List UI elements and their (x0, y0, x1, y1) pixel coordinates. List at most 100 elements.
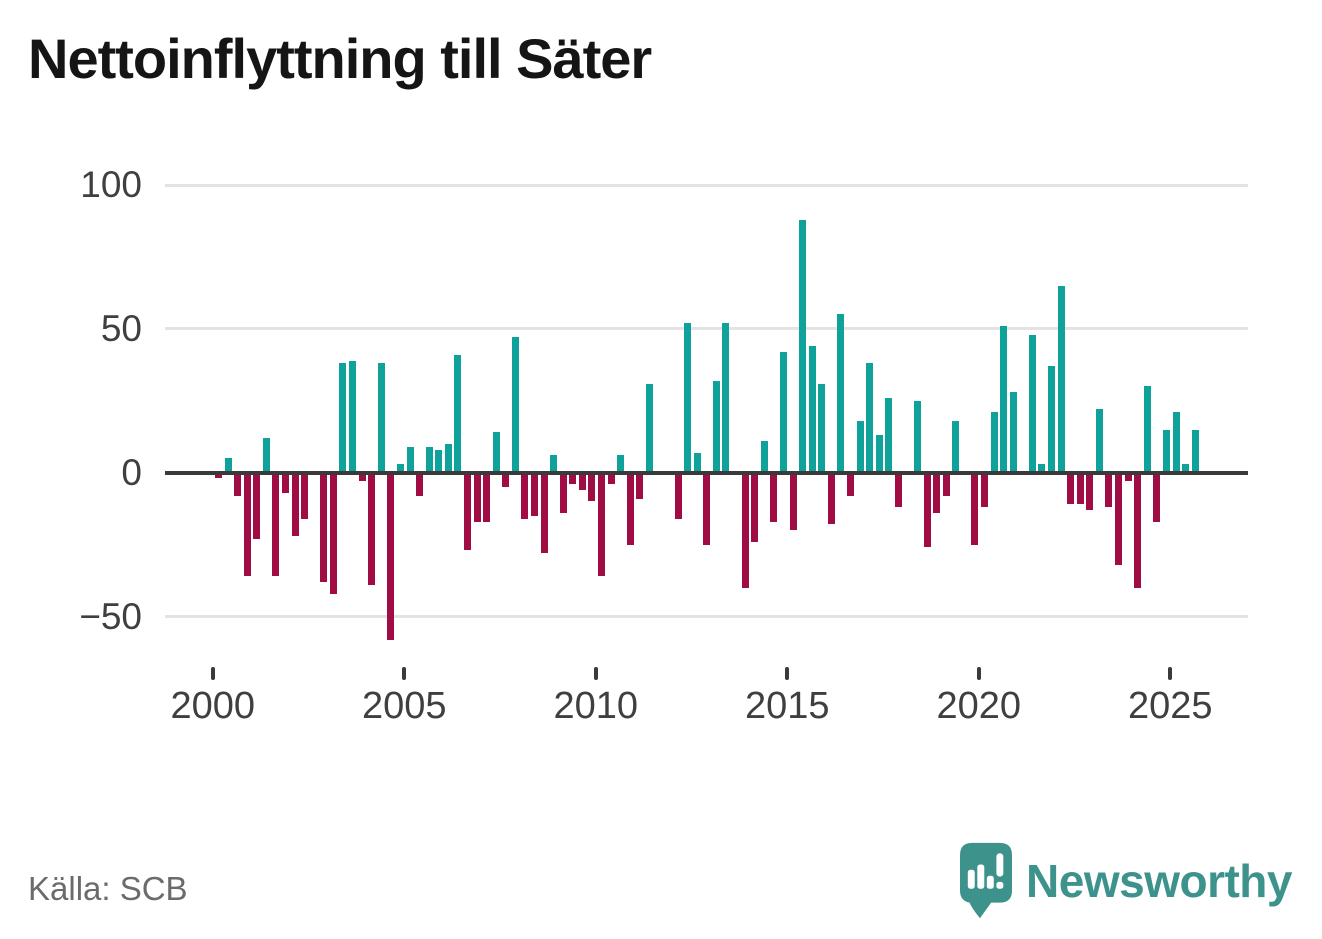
bar-2001-q3 (272, 472, 280, 577)
bar-2001-q1 (253, 472, 261, 539)
bar-2018-q2 (913, 400, 921, 473)
bar-2010-q3 (617, 455, 625, 473)
bar-2016-q1 (827, 472, 835, 525)
bar-2004-q3 (387, 472, 395, 640)
bar-2015-q3 (808, 346, 816, 473)
bar-2009-q1 (559, 472, 567, 513)
bar-2005-q4 (435, 449, 443, 473)
x-tick-2025 (1168, 667, 1173, 680)
x-tick-label-2010: 2010 (553, 685, 639, 727)
bar-2008-q2 (530, 472, 538, 516)
bar-2020-q4 (1009, 392, 1017, 473)
bar-2023-q3 (1115, 472, 1123, 565)
bar-2012-q4 (703, 472, 711, 545)
bar-2024-q4 (1162, 429, 1170, 473)
bar-2017-q1 (866, 363, 874, 473)
bar-2013-q2 (722, 323, 730, 473)
bar-2008-q4 (550, 455, 558, 473)
bar-2012-q1 (674, 472, 682, 519)
bar-2009-q2 (569, 472, 577, 485)
bar-2011-q2 (645, 383, 653, 473)
bar-2011-q1 (636, 472, 644, 499)
bar-2009-q3 (578, 472, 586, 490)
bar-2025-q3 (1191, 429, 1199, 473)
bar-2017-q4 (894, 472, 902, 508)
bar-2010-q1 (598, 472, 605, 577)
bar-2000-q4 (243, 472, 251, 577)
bar-2020-q3 (1000, 325, 1008, 473)
bar-2019-q4 (971, 472, 979, 545)
bar-2018-q4 (933, 472, 941, 513)
gridline-100 (165, 183, 1248, 187)
bar-2024-q2 (1143, 386, 1151, 473)
x-tick-2000 (210, 667, 215, 680)
bar-2009-q4 (588, 472, 596, 502)
bar-2014-q2 (760, 441, 768, 473)
bar-2006-q4 (473, 472, 481, 522)
bar-2014-q1 (751, 472, 759, 542)
bar-2021-q2 (1028, 334, 1036, 473)
bar-2008-q3 (540, 472, 548, 554)
source-note: Källa: SCB (28, 870, 188, 907)
bar-2010-q2 (607, 472, 615, 485)
bar-2018-q3 (923, 472, 931, 548)
y-tick-label-50: 50 (100, 307, 142, 349)
bar-2000-q2 (224, 458, 232, 473)
bar-2021-q4 (1048, 366, 1056, 473)
bar-2022-q2 (1067, 472, 1075, 505)
zero-axis-line (165, 470, 1248, 475)
bar-2003-q4 (358, 472, 366, 482)
bar-2002-q4 (320, 472, 328, 583)
page-title: Nettoinflyttning till Säter (28, 27, 652, 90)
bar-2020-q1 (981, 472, 988, 508)
bar-2007-q2 (492, 432, 500, 473)
bar-2024-q1 (1134, 472, 1142, 588)
y-tick-label--50: −50 (79, 595, 142, 637)
bar-2022-q4 (1086, 472, 1094, 511)
bar-2022-q1 (1057, 285, 1065, 473)
bar-2003-q1 (329, 472, 337, 594)
y-tick-label-0: 0 (121, 451, 142, 493)
x-tick-label-2020: 2020 (936, 685, 1022, 727)
bar-2016-q2 (837, 314, 845, 473)
bar-2006-q3 (463, 472, 471, 551)
bar-2014-q4 (779, 351, 787, 473)
bar-2013-q4 (741, 472, 749, 588)
y-tick-label-100: 100 (80, 164, 142, 205)
bar-2000-q1 (215, 472, 222, 479)
bar-2007-q1 (483, 472, 491, 522)
bar-2023-q1 (1095, 409, 1103, 473)
bar-2005-q2 (416, 472, 424, 496)
bar-2016-q3 (846, 472, 854, 496)
bar-2015-q4 (818, 383, 826, 473)
bar-2006-q1 (444, 443, 452, 473)
x-tick-label-2015: 2015 (745, 685, 830, 727)
bar-2022-q3 (1076, 472, 1084, 505)
bar-2017-q2 (875, 435, 883, 473)
bar-2002-q2 (301, 472, 309, 519)
bar-2008-q1 (521, 472, 529, 519)
gridline--50 (165, 615, 1248, 619)
bar-2016-q4 (856, 420, 864, 473)
bar-2006-q2 (454, 354, 462, 473)
bar-2002-q1 (291, 472, 299, 536)
bar-2012-q3 (693, 452, 701, 473)
bar-2007-q3 (502, 472, 510, 488)
x-tick-label-2025: 2025 (1128, 685, 1213, 727)
bar-2015-q2 (799, 219, 807, 473)
bar-2001-q2 (262, 438, 270, 473)
bar-2014-q3 (770, 472, 778, 522)
bar-2000-q3 (234, 472, 242, 496)
bar-2019-q2 (952, 420, 960, 473)
logo-wordmark: Newsworthy (1026, 855, 1292, 907)
bar-2003-q3 (349, 360, 357, 473)
bar-2007-q4 (511, 337, 519, 473)
bar-2010-q4 (626, 472, 634, 545)
speech-bubble-bar-chart-icon (960, 842, 1013, 919)
bar-2004-q1 (368, 472, 376, 585)
bar-2001-q4 (282, 472, 290, 493)
bar-2005-q1 (406, 446, 414, 473)
x-tick-label-2005: 2005 (362, 685, 447, 727)
bar-2015-q1 (789, 472, 797, 531)
